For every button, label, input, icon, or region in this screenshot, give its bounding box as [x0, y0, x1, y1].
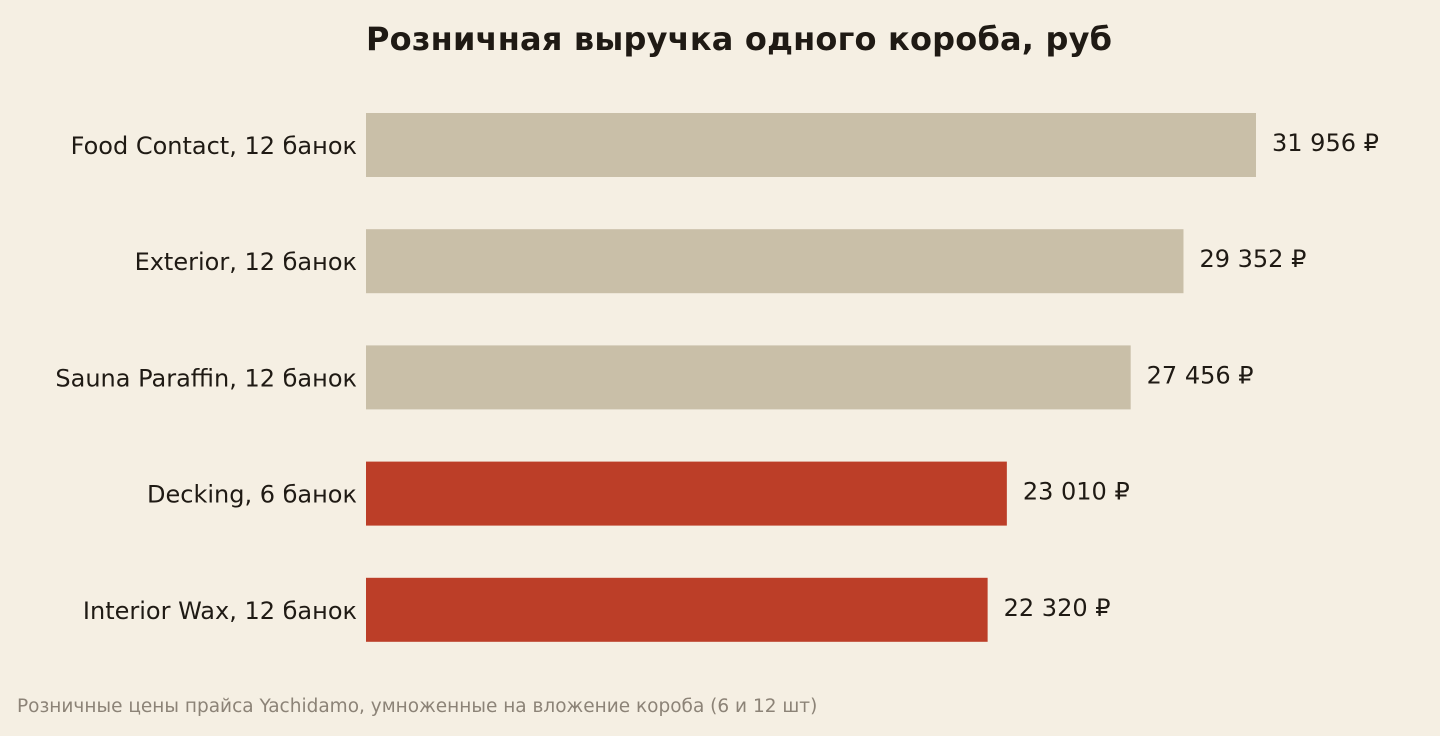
category-label-3: Decking, 6 банок	[147, 481, 357, 509]
category-label-1: Exterior, 12 банок	[135, 248, 357, 276]
value-label-4: 22 320 ₽	[1004, 594, 1111, 622]
chart-source-note: Розничные цены прайса Yachidamo, умножен…	[17, 696, 818, 717]
chart-title: Розничная выручка одного короба, руб	[366, 20, 1113, 58]
bar-4	[366, 577, 988, 642]
value-label-2: 27 456 ₽	[1147, 361, 1254, 389]
category-label-0: Food Contact, 12 банок	[71, 132, 357, 160]
bar-2	[366, 345, 1131, 410]
bar-1	[366, 229, 1184, 294]
value-label-0: 31 956 ₽	[1272, 129, 1379, 157]
bar-3	[366, 461, 1007, 526]
value-label-3: 23 010 ₽	[1023, 478, 1130, 506]
category-label-4: Interior Wax, 12 банок	[83, 597, 357, 625]
category-label-2: Sauna Paraffin, 12 банок	[55, 364, 357, 392]
bar-0	[366, 113, 1256, 177]
value-label-1: 29 352 ₽	[1199, 245, 1306, 273]
